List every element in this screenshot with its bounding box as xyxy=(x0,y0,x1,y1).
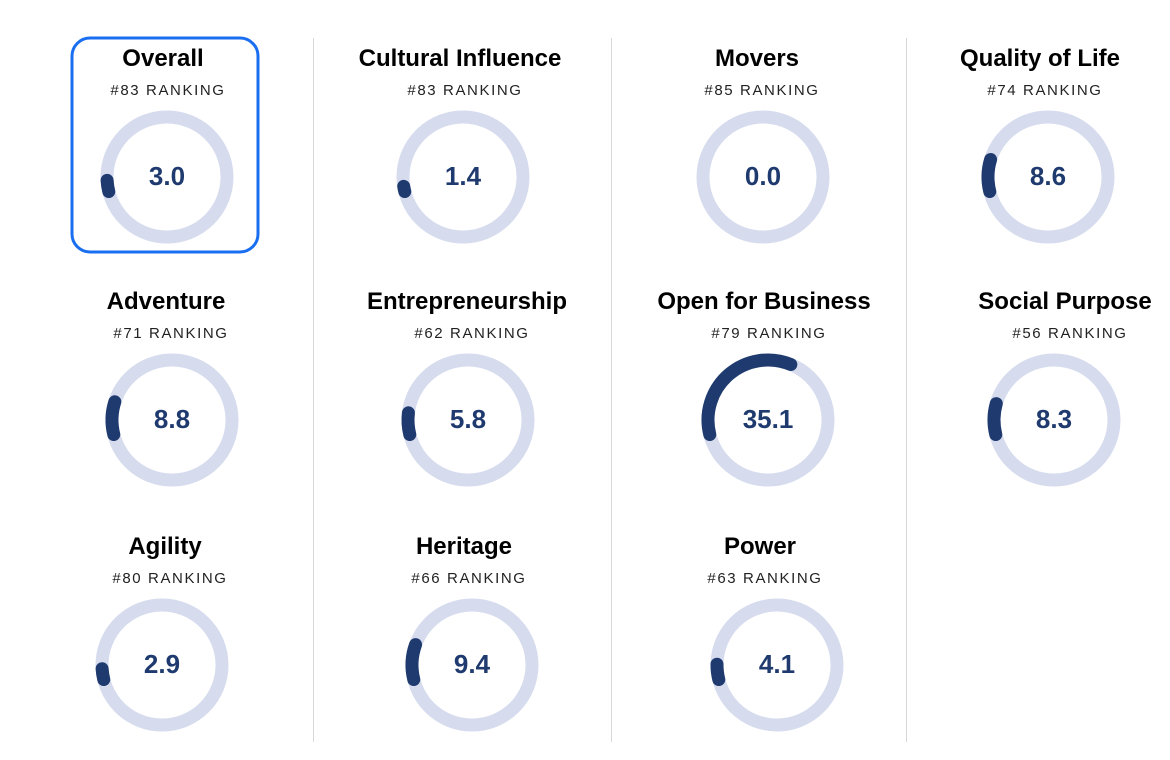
score-card[interactable]: Overall #83 RANKING 3.0 xyxy=(70,36,260,254)
gauge-track xyxy=(396,110,530,244)
gauge-arc xyxy=(701,353,798,442)
ranking-label: #79 RANKING xyxy=(711,325,826,342)
selected-outline xyxy=(70,36,260,254)
gauge-track xyxy=(696,110,830,244)
card-title: Power xyxy=(724,533,796,560)
card-title: Quality of Life xyxy=(960,45,1120,72)
score-card[interactable]: Social Purpose #56 RANKING 8.3 xyxy=(978,288,1152,487)
ranking-label: #85 RANKING xyxy=(704,82,819,99)
gauge-arc xyxy=(105,395,122,442)
ranking-label: #71 RANKING xyxy=(113,325,228,342)
score-value: 1.4 xyxy=(445,161,482,191)
card-title: Heritage xyxy=(416,533,512,560)
ranking-label: #63 RANKING xyxy=(707,570,822,587)
card-title: Social Purpose xyxy=(978,288,1151,315)
gauge-arc xyxy=(95,662,111,687)
score-card[interactable]: Adventure #71 RANKING 8.8 xyxy=(105,288,239,487)
ranking-label: #83 RANKING xyxy=(407,82,522,99)
score-card[interactable]: Power #63 RANKING 4.1 xyxy=(707,533,844,732)
ranking-label: #74 RANKING xyxy=(987,82,1102,99)
card-title: Movers xyxy=(715,45,799,72)
score-card[interactable]: Cultural Influence #83 RANKING 1.4 xyxy=(359,45,562,244)
card-title: Overall xyxy=(122,45,203,72)
score-card[interactable]: Agility #80 RANKING 2.9 xyxy=(95,533,229,732)
card-title: Agility xyxy=(128,533,202,560)
gauge-arc xyxy=(981,152,998,199)
gauge-arc xyxy=(710,657,726,687)
gauge-arc xyxy=(987,397,1003,442)
score-card[interactable]: Open for Business #79 RANKING 35.1 xyxy=(657,288,871,487)
score-value: 4.1 xyxy=(759,649,795,679)
score-value: 8.6 xyxy=(1030,161,1066,191)
score-value: 35.1 xyxy=(743,404,794,434)
score-value: 3.0 xyxy=(149,161,185,191)
gauge-arc xyxy=(405,638,423,687)
score-card[interactable]: Entrepreneurship #62 RANKING 5.8 xyxy=(367,288,567,487)
score-value: 9.4 xyxy=(454,649,491,679)
score-card[interactable]: Heritage #66 RANKING 9.4 xyxy=(405,533,539,732)
card-title: Cultural Influence xyxy=(359,45,562,72)
ranking-label: #62 RANKING xyxy=(414,325,529,342)
ranking-label: #80 RANKING xyxy=(112,570,227,587)
gauge-arc xyxy=(100,173,116,199)
score-card[interactable]: Quality of Life #74 RANKING 8.6 xyxy=(960,45,1120,244)
score-value: 2.9 xyxy=(144,649,180,679)
score-value: 0.0 xyxy=(745,161,781,191)
gauge-arc xyxy=(401,406,417,442)
score-value: 8.8 xyxy=(154,404,190,434)
card-title: Entrepreneurship xyxy=(367,288,567,315)
ranking-label: #56 RANKING xyxy=(1012,325,1127,342)
ranking-label: #66 RANKING xyxy=(411,570,526,587)
score-value: 8.3 xyxy=(1036,404,1072,434)
score-value: 5.8 xyxy=(450,404,486,434)
gauge-arc xyxy=(397,179,412,199)
card-title: Open for Business xyxy=(657,288,870,315)
card-title: Adventure xyxy=(107,288,226,315)
score-card[interactable]: Movers #85 RANKING 0.0 xyxy=(696,45,830,244)
ranking-label: #83 RANKING xyxy=(110,82,225,99)
